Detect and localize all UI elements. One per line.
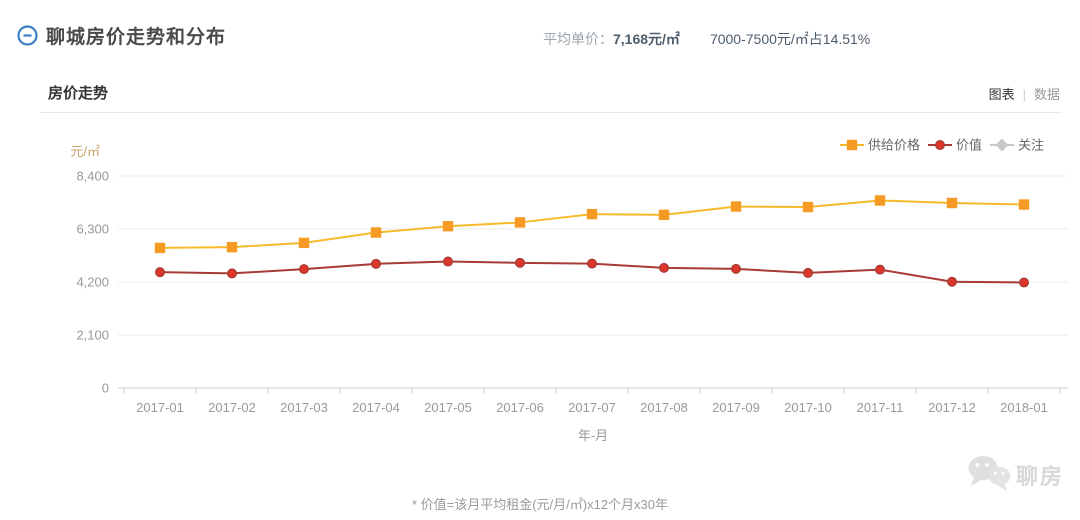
- data-point-supply-price[interactable]: [586, 208, 598, 220]
- watermark: 聊房: [966, 452, 1064, 497]
- legend-marker[interactable]: [846, 139, 858, 151]
- header-stats: 平均单价：7,168元/㎡ 7000-7500元/㎡占14.51%: [543, 29, 870, 49]
- legend-label: 价值: [956, 138, 982, 153]
- y-tick-label: 6,300: [76, 222, 109, 237]
- x-tick-label: 2017-04: [352, 400, 400, 415]
- watermark-text: 聊房: [1015, 463, 1064, 489]
- data-point-value[interactable]: [947, 276, 958, 287]
- collapse-icon[interactable]: [17, 25, 38, 46]
- data-point-supply-price[interactable]: [298, 237, 310, 249]
- x-tick-label: 2017-03: [280, 400, 328, 415]
- x-tick-label: 2017-12: [928, 400, 976, 415]
- data-point-value[interactable]: [803, 267, 814, 278]
- data-point-value[interactable]: [1019, 277, 1030, 288]
- data-point-value[interactable]: [731, 263, 742, 274]
- value-footnote: * 价值=该月平均租金(元/月/㎡)x12个月x30年: [411, 497, 669, 512]
- data-point-supply-price[interactable]: [514, 217, 526, 228]
- series-supply-price: [154, 195, 1030, 254]
- x-tick-label: 2017-01: [136, 400, 184, 415]
- range-share-stat: 7000-7500元/㎡占14.51%: [709, 31, 871, 47]
- tab-chart[interactable]: 图表: [988, 87, 1015, 102]
- legend-label: 供给价格: [868, 138, 920, 153]
- data-point-value[interactable]: [299, 264, 310, 275]
- view-switch: 图表 | 数据: [989, 84, 1060, 103]
- section-title: 房价走势: [48, 85, 109, 102]
- data-point-value[interactable]: [659, 262, 670, 273]
- data-point-value[interactable]: [875, 264, 886, 275]
- data-point-value[interactable]: [443, 256, 454, 267]
- data-point-value[interactable]: [587, 258, 598, 269]
- data-point-value[interactable]: [515, 257, 526, 268]
- x-tick-label: 2017-02: [208, 400, 256, 415]
- x-tick-label: 2017-07: [568, 400, 616, 415]
- data-point-supply-price[interactable]: [1018, 199, 1030, 210]
- data-point-supply-price[interactable]: [370, 227, 382, 238]
- legend-marker[interactable]: [935, 140, 946, 151]
- x-tick-label: 2017-10: [784, 400, 832, 415]
- data-point-supply-price[interactable]: [802, 201, 814, 213]
- legend-item-attention[interactable]: 关注: [990, 138, 1044, 153]
- series-value: [154, 256, 1030, 288]
- y-tick-label: 4,200: [76, 275, 109, 290]
- data-point-supply-price[interactable]: [946, 197, 958, 209]
- y-axis-unit: 元/㎡: [70, 144, 100, 159]
- y-tick-label: 2,100: [76, 328, 109, 343]
- x-axis-title: 年-月: [578, 428, 608, 443]
- x-tick-label: 2017-11: [857, 400, 904, 415]
- avg-price-value: 7,168元/㎡: [613, 31, 680, 47]
- data-point-supply-price[interactable]: [442, 221, 454, 232]
- page-title: 聊城房价走势和分布: [46, 27, 227, 48]
- x-tick-label: 2017-08: [640, 400, 688, 415]
- data-point-supply-price[interactable]: [658, 209, 670, 221]
- x-tick-label: 2018-01: [1000, 400, 1048, 415]
- x-tick-label: 2017-06: [496, 400, 544, 415]
- legend-item-supply-price[interactable]: 供给价格: [840, 138, 920, 153]
- card-head: 房价走势 图表 | 数据: [40, 70, 1062, 112]
- y-tick-label: 0: [102, 381, 109, 396]
- legend-item-value[interactable]: 价值: [928, 138, 982, 153]
- data-point-supply-price[interactable]: [730, 201, 742, 212]
- tab-data[interactable]: 数据: [1033, 87, 1060, 102]
- page-header: 聊城房价走势和分布 平均单价：7,168元/㎡ 7000-7500元/㎡占14.5…: [0, 0, 1080, 62]
- price-trend-chart: 0 2,100 4,200 6,300 8,400 元/㎡ 2017-01 2017-02 20…: [70, 138, 1068, 443]
- data-point-supply-price[interactable]: [874, 195, 886, 206]
- data-point-supply-price[interactable]: [226, 241, 238, 253]
- price-trend-card: 房价走势 图表 | 数据: [40, 70, 1062, 113]
- data-point-value[interactable]: [154, 267, 165, 278]
- data-point-value[interactable]: [226, 268, 237, 279]
- legend-marker[interactable]: [995, 138, 1009, 152]
- legend-label: 关注: [1018, 138, 1044, 153]
- tab-separator: |: [1022, 87, 1026, 102]
- x-tick-label: 2017-09: [712, 400, 760, 415]
- section-divider: [40, 112, 1062, 113]
- chat-bubbles-icon: [966, 452, 1012, 497]
- avg-price-label: 平均单价：: [543, 31, 613, 47]
- data-point-supply-price[interactable]: [154, 242, 166, 254]
- data-point-value[interactable]: [371, 258, 382, 269]
- series-line-supply-price: [159, 199, 1025, 249]
- x-tick-label: 2017-05: [424, 400, 472, 415]
- chart-footer: * 价值=该月平均租金(元/月/㎡)x12个月x30年 聊房: [0, 450, 1080, 520]
- y-tick-label: 8,400: [76, 169, 109, 184]
